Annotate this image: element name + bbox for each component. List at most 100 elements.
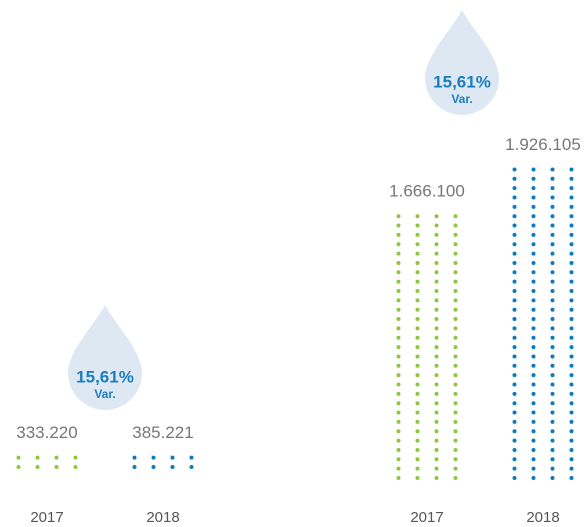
dot — [453, 242, 458, 247]
dot — [415, 289, 420, 293]
dot — [512, 447, 517, 452]
dot — [415, 476, 420, 480]
dot — [35, 455, 40, 460]
dot — [396, 410, 401, 415]
dot — [396, 214, 401, 219]
dot — [434, 270, 439, 275]
dot — [550, 214, 555, 219]
dot — [512, 242, 517, 247]
dot — [569, 251, 574, 256]
dot — [453, 335, 458, 340]
dot — [415, 457, 420, 462]
dot — [512, 410, 517, 415]
dot — [512, 401, 517, 406]
dot — [569, 438, 574, 443]
dot — [396, 401, 401, 406]
dot — [415, 298, 420, 303]
dot — [512, 204, 517, 209]
dot — [550, 354, 555, 359]
dot — [132, 455, 137, 460]
dot — [531, 410, 536, 415]
dot — [415, 335, 420, 340]
dot — [396, 232, 401, 237]
dot — [434, 335, 439, 340]
dot — [531, 232, 536, 237]
dot — [415, 419, 420, 424]
value-label: 385.221 — [132, 423, 193, 442]
dot — [453, 466, 458, 471]
dot — [512, 419, 517, 424]
dot — [434, 466, 439, 471]
variation-label: Var. — [94, 387, 115, 401]
dot — [531, 438, 536, 443]
dot — [569, 167, 574, 172]
dot — [512, 176, 517, 181]
dot — [569, 335, 574, 340]
dot — [512, 457, 517, 462]
dot — [569, 186, 574, 191]
dot — [453, 260, 458, 265]
dot — [396, 419, 401, 424]
dot — [434, 382, 439, 387]
dot — [396, 335, 401, 340]
dot — [415, 354, 420, 359]
dot — [434, 419, 439, 424]
dot — [569, 176, 574, 181]
dot — [569, 354, 574, 359]
dot — [415, 466, 420, 471]
dot — [569, 242, 574, 247]
dot — [396, 373, 401, 378]
dot — [550, 223, 555, 228]
dot — [531, 214, 536, 219]
dot — [396, 270, 401, 275]
dot — [531, 391, 536, 396]
dot — [54, 455, 59, 460]
dot — [415, 447, 420, 452]
dot — [151, 455, 156, 460]
dot — [434, 251, 439, 256]
dot — [396, 317, 401, 322]
dot — [569, 457, 574, 462]
dot — [396, 438, 401, 443]
dot — [453, 298, 458, 303]
dot — [531, 251, 536, 256]
dot — [550, 373, 555, 378]
dot — [396, 279, 401, 284]
dot — [569, 232, 574, 237]
dot — [569, 279, 574, 284]
dot — [550, 401, 555, 406]
dot — [550, 466, 555, 471]
dot — [415, 373, 420, 378]
dot — [396, 466, 401, 471]
dot — [569, 345, 574, 350]
dot — [434, 373, 439, 378]
dot — [415, 438, 420, 443]
dot — [531, 167, 536, 172]
dot — [550, 195, 555, 200]
dot — [453, 447, 458, 452]
dot — [396, 447, 401, 452]
dot — [453, 289, 458, 293]
dot — [170, 455, 175, 460]
dot — [434, 326, 439, 331]
dot — [569, 466, 574, 471]
dot — [569, 204, 574, 209]
dot — [453, 429, 458, 434]
dot — [531, 354, 536, 359]
dot — [453, 317, 458, 322]
dot — [512, 438, 517, 443]
dot — [569, 270, 574, 275]
dot — [434, 401, 439, 406]
dot — [512, 476, 517, 480]
dot — [569, 260, 574, 265]
dot — [396, 354, 401, 359]
dot — [396, 391, 401, 396]
dot — [434, 363, 439, 368]
dot — [531, 476, 536, 480]
dot — [453, 345, 458, 350]
dot — [415, 410, 420, 415]
dot — [550, 204, 555, 209]
dot — [569, 429, 574, 434]
dot — [415, 251, 420, 256]
dot — [550, 232, 555, 237]
